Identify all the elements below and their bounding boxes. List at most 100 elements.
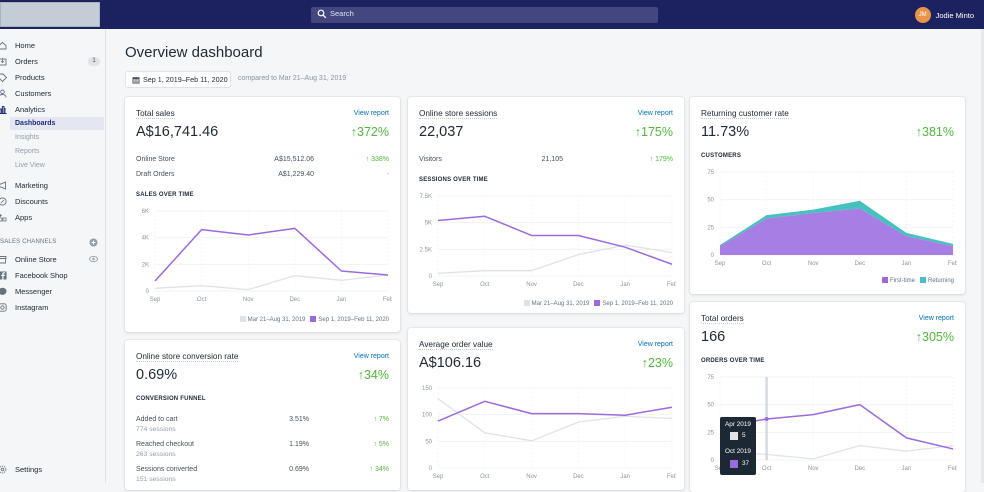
card-title: Online store conversion rate xyxy=(136,352,239,362)
card-title: Online store sessions xyxy=(419,109,498,119)
chart-tooltip: Apr 2019 5 Oct 2019 37 xyxy=(720,417,756,475)
y-tick-label: 0 xyxy=(711,253,715,259)
metric-value: 11.73% xyxy=(701,124,750,140)
compare-text: compared to Mar 21–Aug 31, 2019 xyxy=(238,75,347,82)
funnel-row: Added to cart 774 sessions 3.51% ↑ 7% xyxy=(136,416,389,438)
view-report-link[interactable]: View report xyxy=(353,353,389,360)
legend-returning: Returning xyxy=(919,277,954,284)
sidebar-subitem-insights[interactable]: Insights xyxy=(15,134,40,141)
megaphone-icon xyxy=(0,180,6,190)
row-label: Online Store xyxy=(136,156,175,163)
sidebar-item-products[interactable]: Products xyxy=(0,70,105,84)
sidebar-item-analytics[interactable]: Analytics xyxy=(0,102,105,116)
page-scrollbar[interactable] xyxy=(981,29,984,483)
y-tick-label: 25 xyxy=(707,430,714,436)
sales-over-time-chart: 0 2K 4K 6K Sep Oct Nov Dec Jan Feb xyxy=(142,209,392,303)
sidebar-item-apps[interactable]: Apps xyxy=(0,210,105,224)
x-tick-label: Jan xyxy=(337,297,347,303)
x-tick-label: Feb xyxy=(667,282,676,288)
sidebar-channel-messenger[interactable]: Messenger xyxy=(0,284,105,298)
row-value: 3.51% xyxy=(289,416,309,423)
y-tick-label: 25 xyxy=(707,225,714,231)
aov-chart: 0 50 100 150 Sep Oct Nov Dec Jan Feb xyxy=(422,386,676,480)
date-range-picker[interactable]: Sep 1, 2019–Feb 11, 2020 xyxy=(125,71,231,88)
tooltip-prev-value: 5 xyxy=(742,432,746,439)
row-value: A$1,229.40 xyxy=(278,171,314,178)
row-label: Sessions converted xyxy=(136,466,198,473)
x-tick-label: Oct xyxy=(197,297,207,303)
x-tick-label: Feb xyxy=(948,261,957,267)
view-report-link[interactable]: View report xyxy=(353,110,389,117)
row-sessions: 263 sessions xyxy=(136,451,176,458)
sales-channels-header: SALES CHANNELS xyxy=(0,239,57,245)
x-tick-label: Nov xyxy=(808,261,819,267)
x-tick-label: Oct xyxy=(762,261,772,267)
metric-change: ↑34% xyxy=(357,368,389,382)
sidebar-subitem-dashboards[interactable]: Dashboards xyxy=(10,117,104,130)
metric-value: A$16,741.46 xyxy=(136,124,219,140)
tooltip-prev-label: Apr 2019 xyxy=(725,421,751,428)
x-tick-label: Sep xyxy=(715,261,726,267)
discount-icon xyxy=(0,196,7,206)
card-title: Total orders xyxy=(701,314,744,324)
view-report-link[interactable]: View report xyxy=(637,341,673,348)
sidebar-item-discounts[interactable]: Discounts xyxy=(0,194,105,208)
sidebar-channel-facebook-shop[interactable]: Facebook Shop xyxy=(0,268,105,282)
chart-legend: Mar 21–Aug 31, 2019 Sep 1, 2019–Feb 11, … xyxy=(239,316,389,323)
tooltip-curr-swatch xyxy=(730,460,738,468)
add-channel-icon[interactable] xyxy=(89,238,98,247)
view-report-link[interactable]: View report xyxy=(637,110,673,117)
y-tick-label: 50 xyxy=(707,198,714,204)
legend-previous: Mar 21–Aug 31, 2019 xyxy=(239,316,305,323)
sidebar-item-orders[interactable]: Orders 1 xyxy=(0,54,105,68)
line-current-period xyxy=(154,227,389,282)
apps-icon xyxy=(0,213,7,221)
instagram-icon xyxy=(0,302,7,312)
user-menu[interactable]: JM Jodie Minto xyxy=(914,6,974,24)
sidebar-channel-online-store[interactable]: Online Store xyxy=(0,252,105,266)
y-tick-label: 2K xyxy=(142,262,149,268)
store-selector[interactable] xyxy=(0,2,100,27)
metric-value: 0.69% xyxy=(136,367,178,383)
messenger-icon xyxy=(0,287,7,295)
sidebar-item-marketing[interactable]: Marketing xyxy=(0,178,105,192)
date-range-label: Sep 1, 2019–Feb 11, 2020 xyxy=(143,75,228,84)
sidebar-item-label: Marketing xyxy=(15,180,48,190)
sidebar-item-label: Messenger xyxy=(15,286,53,296)
x-tick-label: Jan xyxy=(620,474,630,480)
line-current-period xyxy=(437,215,673,265)
y-tick-label: 50 xyxy=(707,403,714,409)
x-tick-label: Nov xyxy=(526,474,537,480)
chart-legend: First-time Returning xyxy=(881,277,954,284)
x-tick-label: Sep xyxy=(433,474,444,480)
breakdown-row: Online Store A$15,512.06 ↑ 338% xyxy=(136,156,389,168)
card-title: Average order value xyxy=(419,340,493,350)
view-report-link[interactable]: View report xyxy=(918,315,954,322)
search-input[interactable]: Search xyxy=(311,7,658,23)
sidebar-item-label: Orders xyxy=(15,56,38,66)
row-label: Reached checkout xyxy=(136,441,194,448)
sidebar-item-label: Home xyxy=(15,40,36,50)
y-tick-label: 150 xyxy=(422,386,433,392)
x-tick-label: Jan xyxy=(620,282,630,288)
calendar-icon xyxy=(132,76,140,83)
eye-icon[interactable] xyxy=(89,255,98,263)
x-tick-label: Jan xyxy=(902,466,912,472)
orders-icon xyxy=(0,57,7,65)
bar-chart-icon xyxy=(0,105,7,114)
x-tick-label: Oct xyxy=(480,474,490,480)
tooltip-curr-label: Oct 2019 xyxy=(725,448,751,455)
sidebar-subitem-reports[interactable]: Reports xyxy=(15,148,40,155)
y-tick-label: 0 xyxy=(711,458,715,464)
y-tick-label: 2.5K xyxy=(420,247,432,253)
sidebar-subitem-live-view[interactable]: Live View xyxy=(15,162,45,169)
metric-change: ↑175% xyxy=(634,125,673,139)
line-current-period xyxy=(719,403,954,450)
x-tick-label: Dec xyxy=(573,474,584,480)
chart-subtitle: SESSIONS OVER TIME xyxy=(419,177,488,183)
x-tick-label: Dec xyxy=(573,282,584,288)
sidebar-item-customers[interactable]: Customers xyxy=(0,86,105,100)
sidebar-channel-instagram[interactable]: Instagram xyxy=(0,300,105,314)
sidebar-item-home[interactable]: Home xyxy=(0,38,105,52)
sidebar-item-settings[interactable]: Settings xyxy=(0,462,105,476)
